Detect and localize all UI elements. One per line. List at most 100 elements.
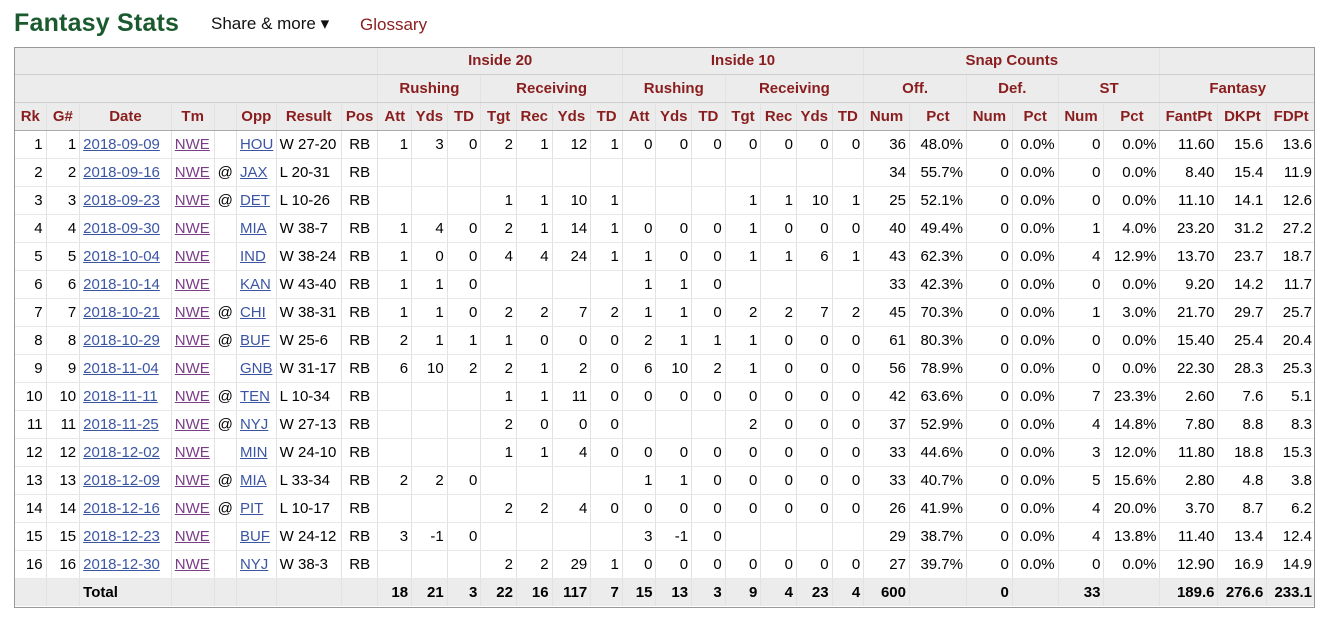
- col-header-i10-rush-att[interactable]: Att: [621, 102, 656, 131]
- col-header-i10-rec-td[interactable]: TD: [831, 102, 864, 131]
- team-link[interactable]: NWE: [174, 500, 210, 517]
- team-link[interactable]: NWE: [174, 528, 210, 545]
- opp-link[interactable]: NYJ: [239, 556, 269, 573]
- opp-link[interactable]: CHI: [239, 304, 266, 321]
- col-header-def-num[interactable]: Num: [965, 102, 1013, 131]
- opp-link[interactable]: MIA: [239, 220, 267, 237]
- date-link[interactable]: 2018-10-04: [83, 248, 160, 265]
- date-link[interactable]: 2018-10-14: [83, 276, 160, 293]
- opp-link[interactable]: MIA: [239, 472, 267, 489]
- cell-i20-rec-rec: 2: [515, 494, 553, 523]
- group-inside20-receiving: Receiving: [480, 74, 623, 103]
- team-link[interactable]: NWE: [174, 304, 210, 321]
- team-link[interactable]: NWE: [174, 192, 210, 209]
- col-header-fdpt[interactable]: FDPt: [1266, 102, 1315, 131]
- col-header-i20-rush-yds[interactable]: Yds: [411, 102, 448, 131]
- opp-link[interactable]: PIT: [239, 500, 264, 517]
- opp-link[interactable]: NYJ: [239, 416, 269, 433]
- col-header-i20-rec-tgt[interactable]: Tgt: [480, 102, 517, 131]
- col-header-i20-rec-td[interactable]: TD: [590, 102, 623, 131]
- team-link[interactable]: NWE: [174, 360, 210, 377]
- date-link[interactable]: 2018-12-09: [83, 472, 160, 489]
- col-header-game-num[interactable]: G#: [45, 102, 80, 131]
- col-header-i20-rec-rec[interactable]: Rec: [515, 102, 553, 131]
- cell-date: 2018-11-04: [79, 354, 172, 383]
- opp-link[interactable]: BUF: [239, 332, 270, 349]
- col-header-i20-rush-att[interactable]: Att: [377, 102, 412, 131]
- col-header-i10-rush-td[interactable]: TD: [691, 102, 726, 131]
- date-link[interactable]: 2018-10-21: [83, 304, 160, 321]
- team-link[interactable]: NWE: [174, 472, 210, 489]
- date-link[interactable]: 2018-11-25: [83, 416, 159, 433]
- cell-i20-rush-att: 3: [377, 522, 412, 551]
- cell-rk: 2: [14, 158, 47, 187]
- date-link[interactable]: 2018-09-23: [83, 192, 160, 209]
- col-header-off-num[interactable]: Num: [863, 102, 910, 131]
- glossary-link[interactable]: Glossary: [360, 15, 428, 34]
- team-link[interactable]: NWE: [174, 248, 210, 265]
- col-header-dkpt[interactable]: DKPt: [1217, 102, 1267, 131]
- col-header-rk[interactable]: Rk: [14, 102, 47, 131]
- date-link[interactable]: 2018-09-30: [83, 220, 160, 237]
- opp-link[interactable]: MIN: [239, 444, 268, 461]
- date-link[interactable]: 2018-12-23: [83, 528, 160, 545]
- col-header-i20-rec-yds[interactable]: Yds: [551, 102, 591, 131]
- opp-link[interactable]: HOU: [239, 136, 274, 153]
- col-header-i20-rush-td[interactable]: TD: [446, 102, 481, 131]
- cell-team: NWE: [170, 214, 215, 243]
- col-header-st-num[interactable]: Num: [1057, 102, 1104, 131]
- cell-home-away: @: [213, 158, 237, 187]
- date-link[interactable]: 2018-12-16: [83, 500, 160, 517]
- opp-link[interactable]: TEN: [239, 388, 270, 405]
- date-link[interactable]: 2018-10-29: [83, 332, 160, 349]
- col-header-off-pct[interactable]: Pct: [908, 102, 967, 131]
- opp-link[interactable]: JAX: [239, 164, 268, 181]
- date-link[interactable]: 2018-11-11: [83, 388, 158, 405]
- team-link[interactable]: NWE: [174, 444, 210, 461]
- date-link[interactable]: 2018-12-30: [83, 556, 160, 573]
- team-link[interactable]: NWE: [174, 164, 210, 181]
- cell-date: 2018-11-11: [79, 382, 172, 411]
- cell-fdpt: 14.9: [1266, 550, 1315, 579]
- opp-link[interactable]: BUF: [239, 528, 270, 545]
- date-link[interactable]: 2018-09-16: [83, 164, 160, 181]
- cell-i20-rec-tgt: 2: [480, 354, 517, 383]
- team-link[interactable]: NWE: [174, 136, 210, 153]
- total-dkpt: 276.6: [1217, 578, 1267, 606]
- cell-game-num: 3: [45, 186, 80, 215]
- date-link[interactable]: 2018-09-09: [83, 136, 160, 153]
- col-header-i10-rec-tgt[interactable]: Tgt: [724, 102, 761, 131]
- team-link[interactable]: NWE: [174, 556, 210, 573]
- team-link[interactable]: NWE: [174, 416, 210, 433]
- date-link[interactable]: 2018-11-04: [83, 360, 159, 377]
- col-header-i10-rush-yds[interactable]: Yds: [655, 102, 692, 131]
- team-link[interactable]: NWE: [174, 332, 210, 349]
- cell-date: 2018-10-29: [79, 326, 172, 355]
- team-link[interactable]: NWE: [174, 276, 210, 293]
- opp-link[interactable]: KAN: [239, 276, 271, 293]
- col-header-i10-rec-rec[interactable]: Rec: [760, 102, 797, 131]
- col-header-opp[interactable]: Opp: [235, 102, 277, 131]
- opp-link[interactable]: DET: [239, 192, 270, 209]
- col-header-def-pct[interactable]: Pct: [1011, 102, 1059, 131]
- share-more-menu[interactable]: Share & more ▾: [211, 14, 330, 33]
- col-header-i10-rec-yds[interactable]: Yds: [795, 102, 833, 131]
- col-header-fantpt[interactable]: FantPt: [1159, 102, 1218, 131]
- col-header-date[interactable]: Date: [79, 102, 172, 131]
- team-link[interactable]: NWE: [174, 388, 210, 405]
- opp-link[interactable]: IND: [239, 248, 266, 265]
- cell-fantpt: 12.90: [1159, 550, 1218, 579]
- cell-i20-rush-td: 0: [446, 242, 481, 271]
- cell-def-pct: 0.0%: [1011, 494, 1059, 523]
- total-st-pct: [1103, 578, 1160, 606]
- col-header-pos[interactable]: Pos: [340, 102, 378, 131]
- cell-i20-rush-td: 1: [446, 326, 481, 355]
- col-header-result[interactable]: Result: [275, 102, 342, 131]
- date-link[interactable]: 2018-12-02: [83, 444, 160, 461]
- col-header-home-away[interactable]: [213, 102, 237, 131]
- opp-link[interactable]: GNB: [239, 360, 273, 377]
- cell-team: NWE: [170, 298, 215, 327]
- col-header-st-pct[interactable]: Pct: [1103, 102, 1160, 131]
- team-link[interactable]: NWE: [174, 220, 210, 237]
- col-header-team[interactable]: Tm: [170, 102, 215, 131]
